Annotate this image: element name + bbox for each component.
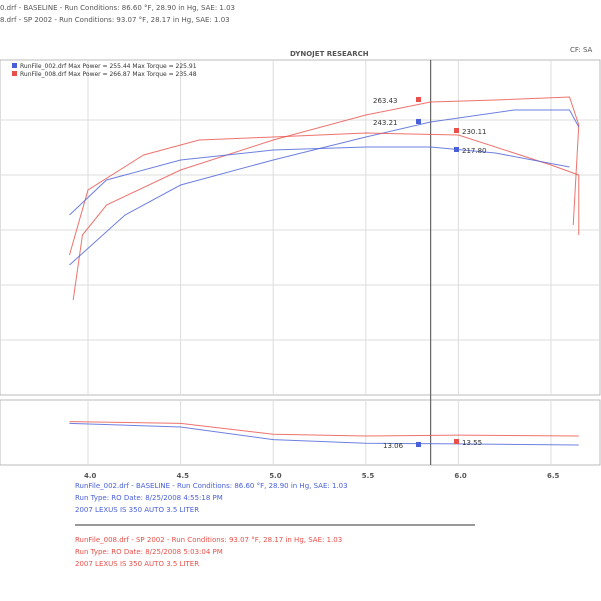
lower-cursor-marker	[454, 439, 459, 444]
legend-swatch	[12, 71, 17, 76]
series-line-2	[68, 132, 580, 256]
cursor-marker	[454, 147, 459, 152]
lower-series-1	[69, 421, 579, 437]
header-line-1: 0.drf - BASELINE - Run Conditions: 86.60…	[0, 4, 236, 12]
legend-entry: RunFile_008.drf Max Power = 266.87 Max T…	[20, 71, 197, 78]
cursor-value-label: 263.43	[373, 97, 398, 105]
x-tick-label: 4.0	[84, 472, 97, 480]
footer-blue-2: Run Type: RO Date: 8/25/2008 4:55:18 PM	[75, 494, 223, 502]
header-corner: CF: SA	[570, 46, 593, 54]
footer-red-3: 2007 LEXUS IS 350 AUTO 3.5 LITER	[75, 560, 200, 568]
lower-value-label: 13.55	[462, 439, 482, 447]
lower-frame	[0, 399, 601, 466]
x-tick-label: 6.5	[547, 472, 560, 480]
lower-series-0	[69, 422, 579, 446]
x-tick-label: 6.0	[454, 472, 467, 480]
plot-frame	[0, 59, 601, 396]
cursor-marker	[454, 128, 459, 133]
cursor-marker	[416, 97, 421, 102]
series-line-3	[69, 146, 570, 216]
footer-divider	[75, 524, 475, 526]
footer-blue-1: RunFile_002.drf - BASELINE - Run Conditi…	[75, 482, 348, 490]
chart-title: DYNOJET RESEARCH	[290, 50, 369, 58]
lower-cursor-marker	[416, 442, 421, 447]
x-tick-label: 4.5	[177, 472, 190, 480]
cursor-value-label: 230.11	[462, 128, 487, 136]
lower-value-label: 13.06	[383, 442, 404, 450]
cursor-marker	[416, 119, 421, 124]
legend-swatch	[12, 63, 17, 68]
cursor-value-label: 243.21	[373, 119, 398, 127]
x-tick-label: 5.5	[362, 472, 375, 480]
footer-red-1: RunFile_008.drf - SP 2002 - Run Conditio…	[75, 536, 343, 544]
footer-red-2: Run Type: RO Date: 8/25/2008 5:03:04 PM	[75, 548, 223, 556]
x-tick-label: 5.0	[269, 472, 282, 480]
footer-blue-3: 2007 LEXUS IS 350 AUTO 3.5 LITER	[75, 506, 200, 514]
cursor-value-label: 217.80	[462, 147, 487, 155]
series-line-0	[72, 96, 580, 301]
legend-entry: RunFile_002.drf Max Power = 255.44 Max T…	[20, 63, 197, 70]
series-line-1	[69, 109, 580, 266]
header-line-2: 8.drf - SP 2002 - Run Conditions: 93.07 …	[0, 16, 230, 24]
